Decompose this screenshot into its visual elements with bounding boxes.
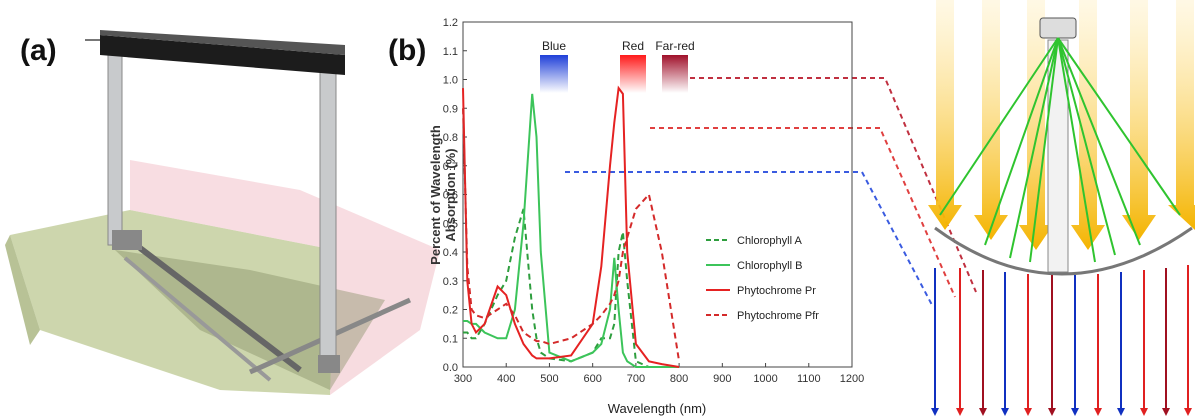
y-tick-label: 1.0 (443, 75, 458, 87)
y-tick-label: 0.2 (443, 305, 458, 317)
x-tick-label: 1100 (797, 373, 821, 385)
y-tick-label: 0.6 (443, 190, 458, 202)
y-tick-label: 1.1 (443, 46, 458, 58)
x-axis-label: Wavelength (nm) (608, 401, 707, 416)
y-tick-label: 0.7 (443, 161, 458, 173)
y-tick-label: 0.4 (443, 247, 458, 259)
y-tick-label: 0.9 (443, 103, 458, 115)
blue-swatch (540, 55, 568, 93)
series-line (463, 93, 680, 368)
band-label: Red (622, 39, 644, 53)
band-label: Blue (542, 39, 566, 53)
x-tick-label: 900 (713, 373, 731, 385)
legend-label: Phytochrome Pr (737, 285, 816, 297)
x-tick-label: 600 (583, 373, 601, 385)
series-line (462, 85, 680, 368)
y-tick-label: 0.0 (443, 362, 458, 374)
legend-label: Phytochrome Pfr (737, 310, 819, 322)
x-tick-label: 1200 (840, 373, 864, 385)
y-tick-label: 0.1 (443, 333, 458, 345)
y-tick-label: 0.8 (443, 132, 458, 144)
y-axis-label: Percent of Wavelength (428, 125, 443, 265)
panel-label: (b) (388, 34, 426, 67)
x-tick-label: 1000 (753, 373, 777, 385)
panel-label: (a) (20, 34, 57, 67)
far-red-swatch (662, 55, 688, 93)
x-tick-label: 700 (627, 373, 645, 385)
y-tick-label: 0.3 (443, 276, 458, 288)
x-tick-label: 800 (670, 373, 688, 385)
device-render (5, 30, 440, 395)
band-label: Far-red (655, 39, 694, 53)
x-tick-label: 500 (540, 373, 558, 385)
legend-label: Chlorophyll B (737, 260, 802, 272)
x-tick-label: 300 (454, 373, 472, 385)
x-tick-label: 400 (497, 373, 515, 385)
y-tick-label: 1.2 (443, 17, 458, 29)
y-axis-label: Absorption (%) (443, 148, 458, 241)
legend-label: Chlorophyll A (737, 235, 802, 247)
series-line (463, 208, 680, 368)
red-swatch (620, 55, 646, 93)
connectors (565, 77, 977, 306)
series-line (462, 108, 681, 362)
y-tick-label: 0.5 (443, 218, 458, 230)
light-diagram (928, 0, 1195, 416)
